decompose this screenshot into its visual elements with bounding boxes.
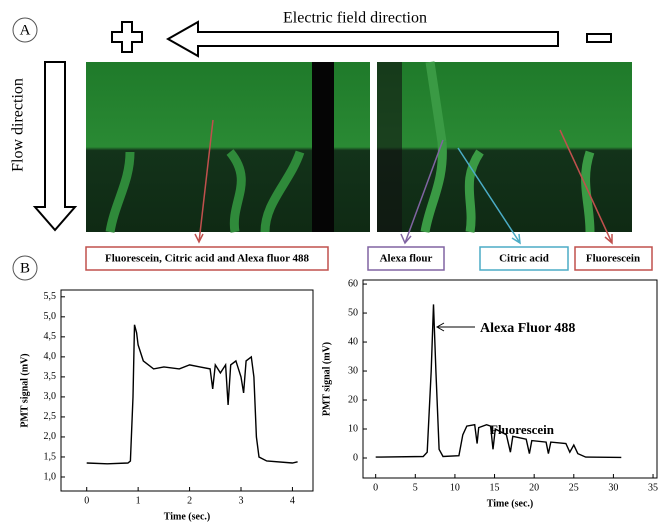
x-tick-label: 25 <box>569 482 579 493</box>
plot-frame <box>362 279 658 479</box>
x-tick-label: 2 <box>187 495 192 506</box>
field-arrow <box>165 20 559 58</box>
y-tick-label: 3,5 <box>44 371 57 382</box>
panel-circle <box>12 255 38 281</box>
y-tick-label: 50 <box>348 307 358 318</box>
y-tick-label: 1,0 <box>44 471 57 482</box>
y-tick-label: 5,5 <box>44 291 57 302</box>
y-tick-label: 20 <box>348 394 358 405</box>
x-tick-label: 10 <box>450 482 460 493</box>
x-tick-label: 3 <box>239 495 244 506</box>
x-axis-label: Time (sec.) <box>164 511 210 522</box>
y-axis-label: PMT signal (mV) <box>321 342 332 416</box>
y-axis-label: PMT signal (mV) <box>19 353 30 427</box>
y-tick-label: 0 <box>353 452 358 463</box>
x-tick-label: 35 <box>648 482 658 493</box>
y-tick-label: 40 <box>348 336 358 347</box>
x-tick-label: 4 <box>290 495 295 506</box>
channel <box>420 61 595 233</box>
flow-label: Flow direction <box>10 78 27 172</box>
panel-circle <box>12 17 38 43</box>
label-text: Fluorescein, Citric acid and Alexa fluor… <box>105 253 309 265</box>
label-box <box>574 246 653 271</box>
x-tick-label: 5 <box>413 482 418 493</box>
field-label: Electric field direction <box>283 10 427 27</box>
data-line <box>86 324 298 465</box>
y-tick-label: 60 <box>348 278 358 289</box>
micrograph-edge <box>312 62 334 232</box>
y-tick-label: 2,5 <box>44 411 57 422</box>
plus-sign <box>111 21 143 53</box>
x-tick-label: 20 <box>529 482 539 493</box>
y-tick-label: 2,0 <box>44 431 57 442</box>
plot-frame <box>60 289 314 492</box>
micrograph-edge <box>377 62 402 232</box>
annotation-arrowhead <box>435 322 445 332</box>
data-line <box>375 304 622 459</box>
label-box <box>367 246 445 271</box>
x-axis-label: Time (sec.) <box>487 498 533 509</box>
y-tick-label: 5,0 <box>44 311 57 322</box>
label-text: Alexa flour <box>380 253 433 265</box>
y-tick-label: 4,0 <box>44 351 57 362</box>
label-text: Citric acid <box>499 253 549 265</box>
micrograph <box>377 62 632 232</box>
y-tick-label: 3,0 <box>44 391 57 402</box>
label-box <box>479 246 569 271</box>
panel-label: B <box>20 260 30 276</box>
label-box <box>85 246 329 271</box>
pointer-arrows <box>194 119 613 245</box>
channel <box>105 149 305 233</box>
y-tick-label: 4,5 <box>44 331 57 342</box>
x-tick-label: 30 <box>608 482 618 493</box>
x-tick-label: 0 <box>84 495 89 506</box>
y-tick-label: 1,5 <box>44 451 57 462</box>
minus-sign <box>586 33 612 43</box>
y-tick-label: 30 <box>348 365 358 376</box>
x-tick-label: 0 <box>373 482 378 493</box>
x-tick-label: 1 <box>136 495 141 506</box>
x-tick-label: 15 <box>490 482 500 493</box>
annotation: Fluorescein <box>490 422 555 437</box>
y-tick-label: 10 <box>348 423 358 434</box>
panel-label: A <box>20 22 31 38</box>
label-text: Fluorescein <box>586 253 640 265</box>
annotation: Alexa Fluor 488 <box>480 321 575 336</box>
flow-arrow <box>32 61 78 232</box>
